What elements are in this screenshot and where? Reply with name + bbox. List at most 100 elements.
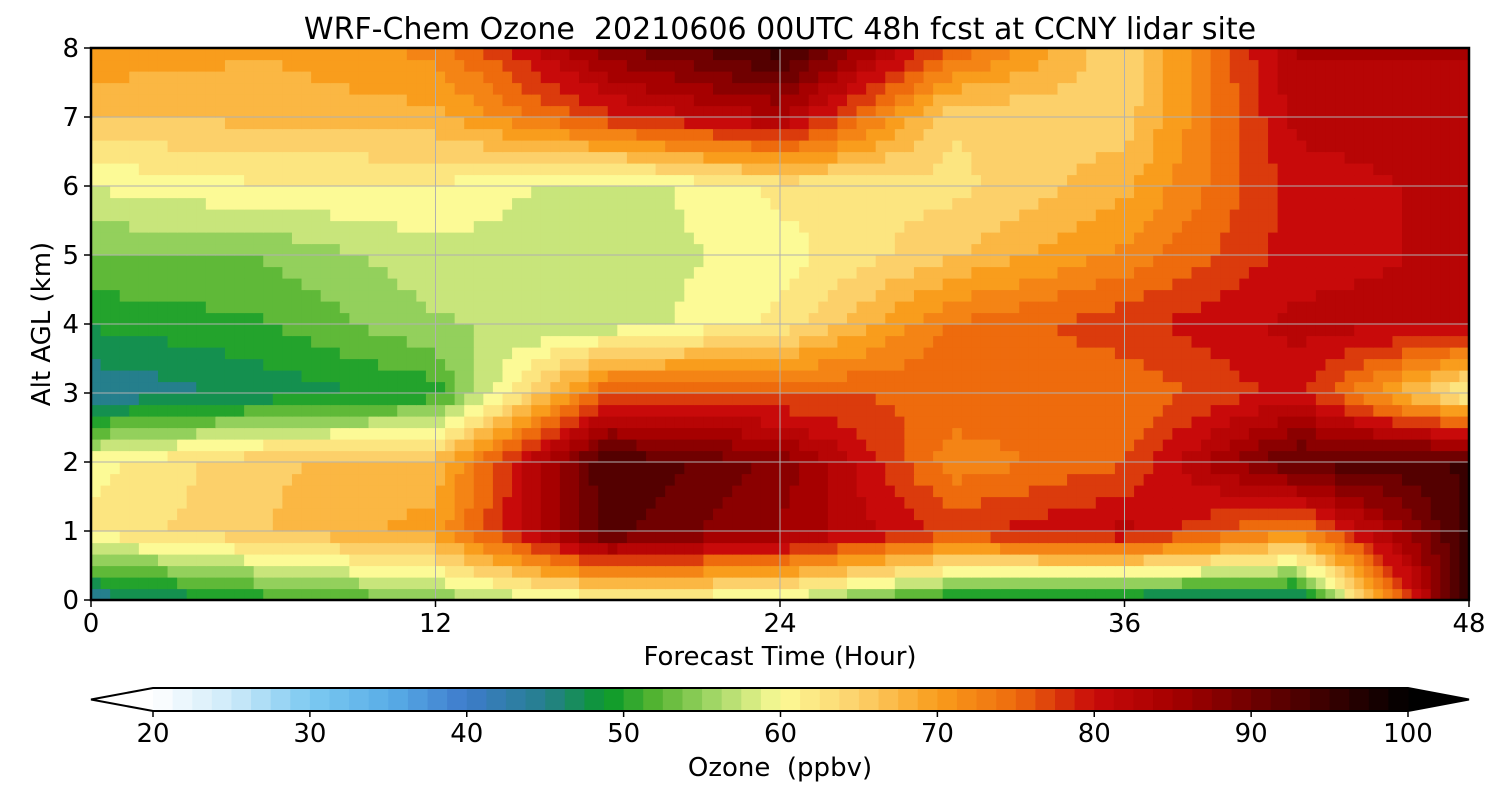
heatmap-cell — [483, 220, 494, 233]
heatmap-cell — [1172, 209, 1183, 222]
heatmap-cell — [387, 519, 398, 532]
heatmap-cell — [703, 220, 714, 233]
heatmap-cell — [416, 243, 427, 256]
heatmap-cell — [569, 508, 580, 521]
heatmap-cell — [665, 243, 676, 256]
heatmap-cell — [1277, 462, 1288, 475]
heatmap-cell — [636, 485, 647, 498]
heatmap-cell — [1229, 577, 1240, 590]
heatmap-cell — [502, 473, 513, 486]
heatmap-cell — [741, 232, 752, 245]
heatmap-cell — [435, 381, 446, 394]
heatmap-cell — [1076, 266, 1087, 279]
heatmap-cell — [1000, 404, 1011, 417]
heatmap-cell — [492, 404, 504, 417]
heatmap-cell — [349, 232, 360, 245]
heatmap-cell — [1210, 508, 1221, 521]
heatmap-cell — [425, 393, 437, 406]
heatmap-cell — [1354, 508, 1365, 521]
heatmap-cell — [818, 565, 829, 578]
heatmap-cell — [1258, 427, 1269, 440]
heatmap-cell — [119, 416, 130, 429]
heatmap-cell — [320, 324, 331, 337]
heatmap-cell — [234, 209, 245, 222]
heatmap-cell — [540, 370, 551, 383]
heatmap-cell — [1105, 473, 1116, 486]
heatmap-cell — [933, 450, 944, 463]
heatmap-cell — [100, 232, 111, 245]
heatmap-cell — [512, 416, 523, 429]
heatmap-cell — [550, 266, 561, 279]
heatmap-cell — [157, 542, 169, 555]
heatmap-cell — [770, 577, 781, 590]
heatmap-cell — [1344, 508, 1355, 521]
heatmap-cell — [1421, 358, 1432, 371]
heatmap-cell — [626, 531, 638, 544]
heatmap-cell — [1258, 565, 1269, 578]
heatmap-cell — [818, 266, 829, 279]
heatmap-cell — [1344, 243, 1355, 256]
heatmap-cell — [473, 485, 484, 498]
heatmap-cell — [368, 588, 379, 601]
heatmap-cell — [866, 220, 877, 233]
heatmap-cell — [1402, 266, 1413, 279]
heatmap-cell — [454, 416, 465, 429]
heatmap-cell — [1363, 393, 1374, 406]
heatmap-cell — [282, 289, 293, 302]
heatmap-cell — [492, 255, 504, 268]
heatmap-cell — [607, 508, 618, 521]
heatmap-cell — [579, 301, 590, 314]
heatmap-cell — [100, 324, 111, 337]
heatmap-cell — [473, 220, 484, 233]
heatmap-cell — [569, 289, 580, 302]
heatmap-cell — [464, 427, 475, 440]
heatmap-cell — [741, 577, 752, 590]
heatmap-cell — [186, 324, 197, 337]
heatmap-cell — [416, 450, 427, 463]
heatmap-cell — [1162, 301, 1173, 314]
heatmap-cell — [492, 485, 504, 498]
heatmap-cell — [1047, 243, 1059, 256]
heatmap-cell — [358, 324, 370, 337]
heatmap-cell — [646, 381, 657, 394]
heatmap-cell — [358, 278, 370, 291]
heatmap-cell — [129, 531, 140, 544]
heatmap-cell — [1095, 393, 1106, 406]
heatmap-cell — [454, 588, 465, 601]
heatmap-cell — [837, 393, 848, 406]
heatmap-cell — [282, 542, 293, 555]
heatmap-cell — [272, 289, 283, 302]
heatmap-cell — [272, 381, 283, 394]
heatmap-cell — [167, 232, 178, 245]
heatmap-cell — [1229, 531, 1240, 544]
heatmap-cell — [550, 324, 561, 337]
heatmap-cell — [837, 243, 848, 256]
heatmap-cell — [531, 209, 542, 222]
heatmap-cell — [818, 289, 829, 302]
heatmap-cell — [1220, 278, 1231, 291]
heatmap-cell — [540, 439, 551, 452]
heatmap-cell — [320, 243, 331, 256]
heatmap-cell — [894, 554, 905, 567]
heatmap-cell — [406, 266, 417, 279]
heatmap-cell — [1134, 266, 1145, 279]
heatmap-cell — [263, 255, 274, 268]
heatmap-cell — [406, 588, 417, 601]
heatmap-cell — [492, 278, 504, 291]
heatmap-cell — [866, 531, 877, 544]
heatmap-cell — [885, 255, 896, 268]
heatmap-cell — [1191, 531, 1202, 544]
heatmap-cell — [808, 266, 819, 279]
heatmap-cell — [1258, 209, 1269, 222]
heatmap-cell — [1210, 301, 1221, 314]
heatmap-cell — [234, 427, 245, 440]
heatmap-cell — [196, 220, 207, 233]
heatmap-cell — [579, 358, 590, 371]
heatmap-cell — [215, 393, 226, 406]
heatmap-cell — [253, 381, 264, 394]
heatmap-cell — [512, 255, 523, 268]
heatmap-cell — [1153, 577, 1164, 590]
heatmap-cell — [990, 312, 1001, 325]
heatmap-cell — [674, 416, 685, 429]
heatmap-cell — [579, 519, 590, 532]
